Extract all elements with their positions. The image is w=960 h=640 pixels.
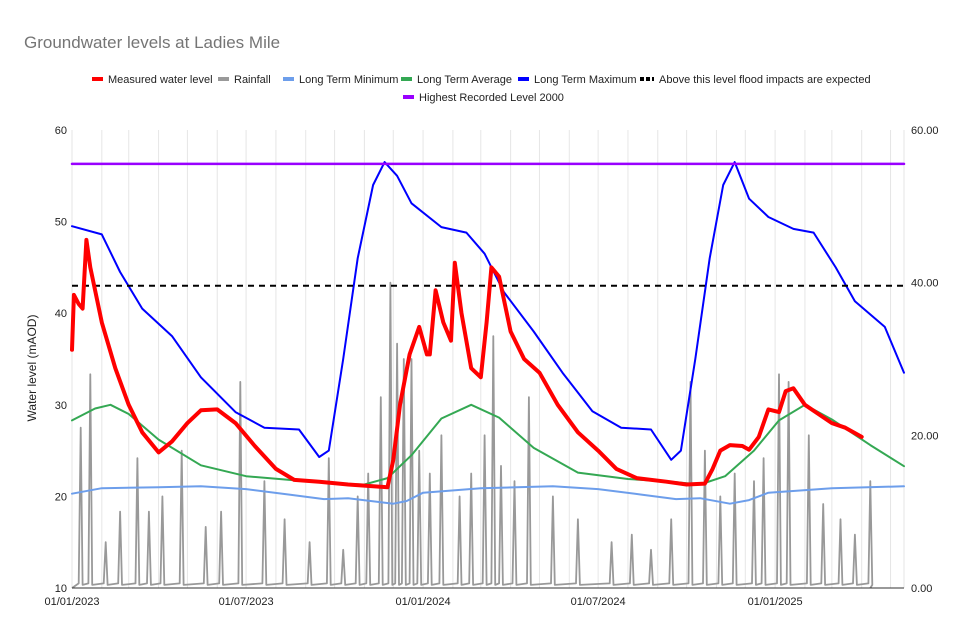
y-tick-label: 60 [55, 125, 67, 137]
legend-item-highest-recorded-level-2000: Highest Recorded Level 2000 [403, 92, 564, 104]
series-line-long-term-average [71, 403, 905, 486]
y-tick-label: 30 [55, 400, 67, 412]
legend-label: Above this level flood impacts are expec… [659, 74, 871, 86]
legend-label: Rainfall [234, 74, 271, 86]
legend-label: Measured water level [108, 74, 213, 86]
legend-item-long-term-maximum: Long Term Maximum [518, 74, 637, 86]
legend-label: Highest Recorded Level 2000 [419, 92, 564, 104]
y-axis-label: Water level (mAOD) [25, 315, 39, 422]
y2-tick-label: 20.00 [911, 430, 939, 442]
legend-item-long-term-minimum: Long Term Minimum [283, 74, 398, 86]
chart-title: Groundwater levels at Ladies Mile [24, 33, 280, 52]
axes: 01/01/2023 01/07/2023 01/01/2024 01/07/2024… [44, 125, 938, 608]
y2-tick-label: 0.00 [911, 583, 932, 595]
plot-series [70, 161, 906, 589]
y-tick-label: 10 [55, 583, 67, 595]
x-tick-label: 01/01/2023 [44, 596, 99, 608]
x-tick-label: 01/01/2024 [396, 596, 451, 608]
y2-tick-label: 60.00 [911, 125, 939, 137]
series-line-measured-water-level [70, 237, 864, 490]
y2-tick-label: 40.00 [911, 278, 939, 290]
grid [71, 130, 905, 588]
legend-label: Long Term Minimum [299, 74, 398, 86]
x-tick-label: 01/01/2025 [748, 596, 803, 608]
legend-item-above-this-level-flood-impacts-are-expected: Above this level flood impacts are expec… [640, 74, 871, 86]
legend-item-long-term-average: Long Term Average [401, 74, 512, 86]
x-tick-label: 01/07/2024 [571, 596, 626, 608]
y-tick-label: 50 [55, 217, 67, 229]
legend-item-rainfall: Rainfall [218, 74, 271, 86]
legend-label: Long Term Maximum [534, 74, 637, 86]
y-tick-label: 40 [55, 308, 67, 320]
y-tick-label: 20 [55, 491, 67, 503]
x-tick-label: 01/07/2023 [219, 596, 274, 608]
legend-label: Long Term Average [417, 74, 512, 86]
legend-item-measured-water-level: Measured water level [92, 74, 213, 86]
series-line-long-term-minimum [71, 485, 905, 505]
legend: Measured water level Rainfall Long Term Mi… [92, 74, 871, 104]
